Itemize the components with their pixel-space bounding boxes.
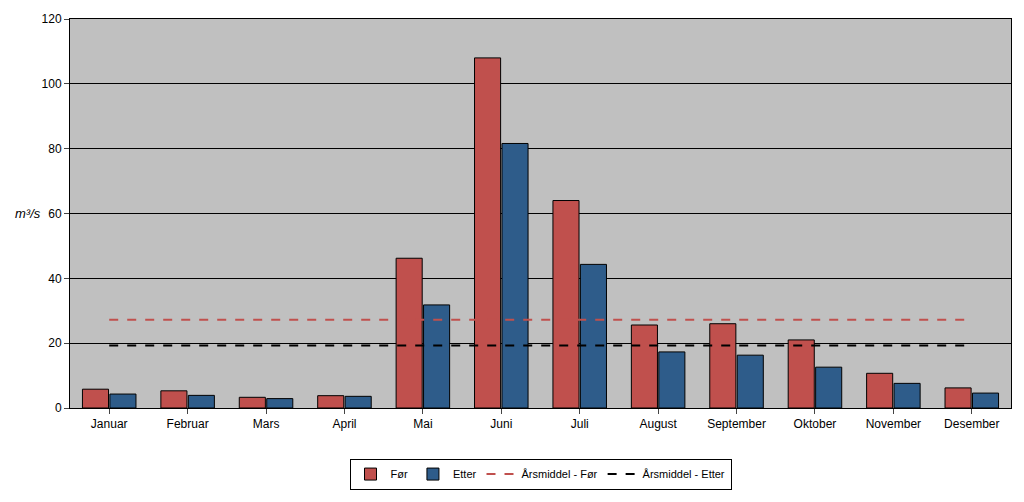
svg-text:Før: Før — [391, 468, 408, 480]
svg-text:100: 100 — [42, 77, 62, 91]
svg-text:20: 20 — [48, 336, 62, 350]
svg-text:120: 120 — [42, 12, 62, 26]
svg-text:80: 80 — [48, 142, 62, 156]
svg-text:m³/s: m³/s — [15, 206, 41, 221]
svg-text:0: 0 — [55, 401, 62, 415]
svg-text:Etter: Etter — [453, 468, 477, 480]
svg-text:Juni: Juni — [490, 417, 512, 431]
svg-text:40: 40 — [48, 272, 62, 286]
svg-text:Desember: Desember — [944, 417, 999, 431]
svg-text:Januar: Januar — [91, 417, 128, 431]
svg-text:April: April — [332, 417, 356, 431]
svg-text:November: November — [866, 417, 921, 431]
svg-text:Juli: Juli — [571, 417, 589, 431]
svg-text:August: August — [639, 417, 677, 431]
svg-text:Mai: Mai — [413, 417, 432, 431]
svg-text:Februar: Februar — [167, 417, 209, 431]
svg-text:Oktober: Oktober — [794, 417, 837, 431]
svg-text:60: 60 — [48, 207, 62, 221]
svg-text:Årsmiddel - Før: Årsmiddel - Før — [522, 468, 598, 480]
svg-text:Årsmiddel - Etter: Årsmiddel - Etter — [643, 468, 725, 480]
svg-text:September: September — [707, 417, 766, 431]
svg-text:Mars: Mars — [253, 417, 280, 431]
